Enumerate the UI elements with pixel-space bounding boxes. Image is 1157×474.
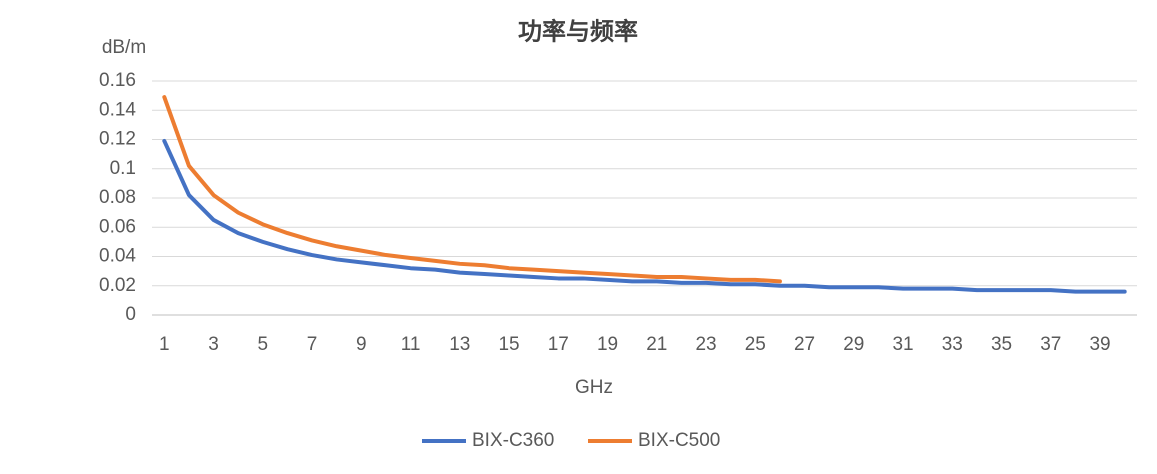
y-tick-label: 0.1 — [110, 158, 136, 179]
x-tick-label: 11 — [401, 334, 421, 355]
x-tick-label: 9 — [356, 334, 367, 355]
x-tick-label: 33 — [942, 334, 963, 355]
y-tick-label: 0.16 — [99, 70, 136, 91]
legend-label: BIX-C360 — [472, 430, 554, 451]
x-tick-label: 39 — [1089, 334, 1110, 355]
line-series — [162, 95, 782, 284]
x-tick-label: 17 — [548, 334, 569, 355]
y-tick-label: 0.12 — [99, 129, 136, 150]
x-tick-label: 27 — [794, 334, 815, 355]
x-tick-label: 21 — [646, 334, 667, 355]
chart-title: 功率与频率 — [518, 17, 638, 45]
x-tick-label: 35 — [991, 334, 1012, 355]
x-tick-label: 13 — [449, 334, 470, 355]
legend-label: BIX-C500 — [638, 430, 720, 451]
x-tick-label: 19 — [597, 334, 618, 355]
x-tick-label: 31 — [892, 334, 913, 355]
x-tick-label: 5 — [258, 334, 269, 355]
x-tick-label: 37 — [1040, 334, 1061, 355]
y-axis-label: dB/m — [102, 37, 146, 58]
y-tick-label: 0.06 — [99, 216, 136, 237]
y-tick-label: 0.02 — [99, 275, 136, 296]
x-tick-label: 23 — [695, 334, 716, 355]
y-tick-label: 0.04 — [99, 246, 136, 267]
x-tick-label: 15 — [498, 334, 519, 355]
y-tick-label: 0.14 — [99, 99, 136, 120]
x-tick-label: 1 — [159, 334, 170, 355]
x-tick-label: 3 — [208, 334, 219, 355]
x-tick-label: 25 — [745, 334, 766, 355]
x-tick-label: 7 — [307, 334, 318, 355]
y-tick-label: 0 — [125, 304, 136, 325]
x-axis-label: GHz — [575, 377, 613, 398]
y-tick-label: 0.08 — [99, 187, 136, 208]
line-series — [162, 138, 1127, 294]
x-tick-label: 29 — [843, 334, 864, 355]
